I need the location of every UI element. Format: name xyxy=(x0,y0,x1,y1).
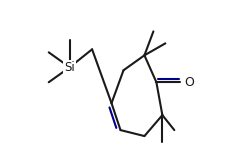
Text: O: O xyxy=(184,76,194,89)
Text: Si: Si xyxy=(64,61,75,74)
